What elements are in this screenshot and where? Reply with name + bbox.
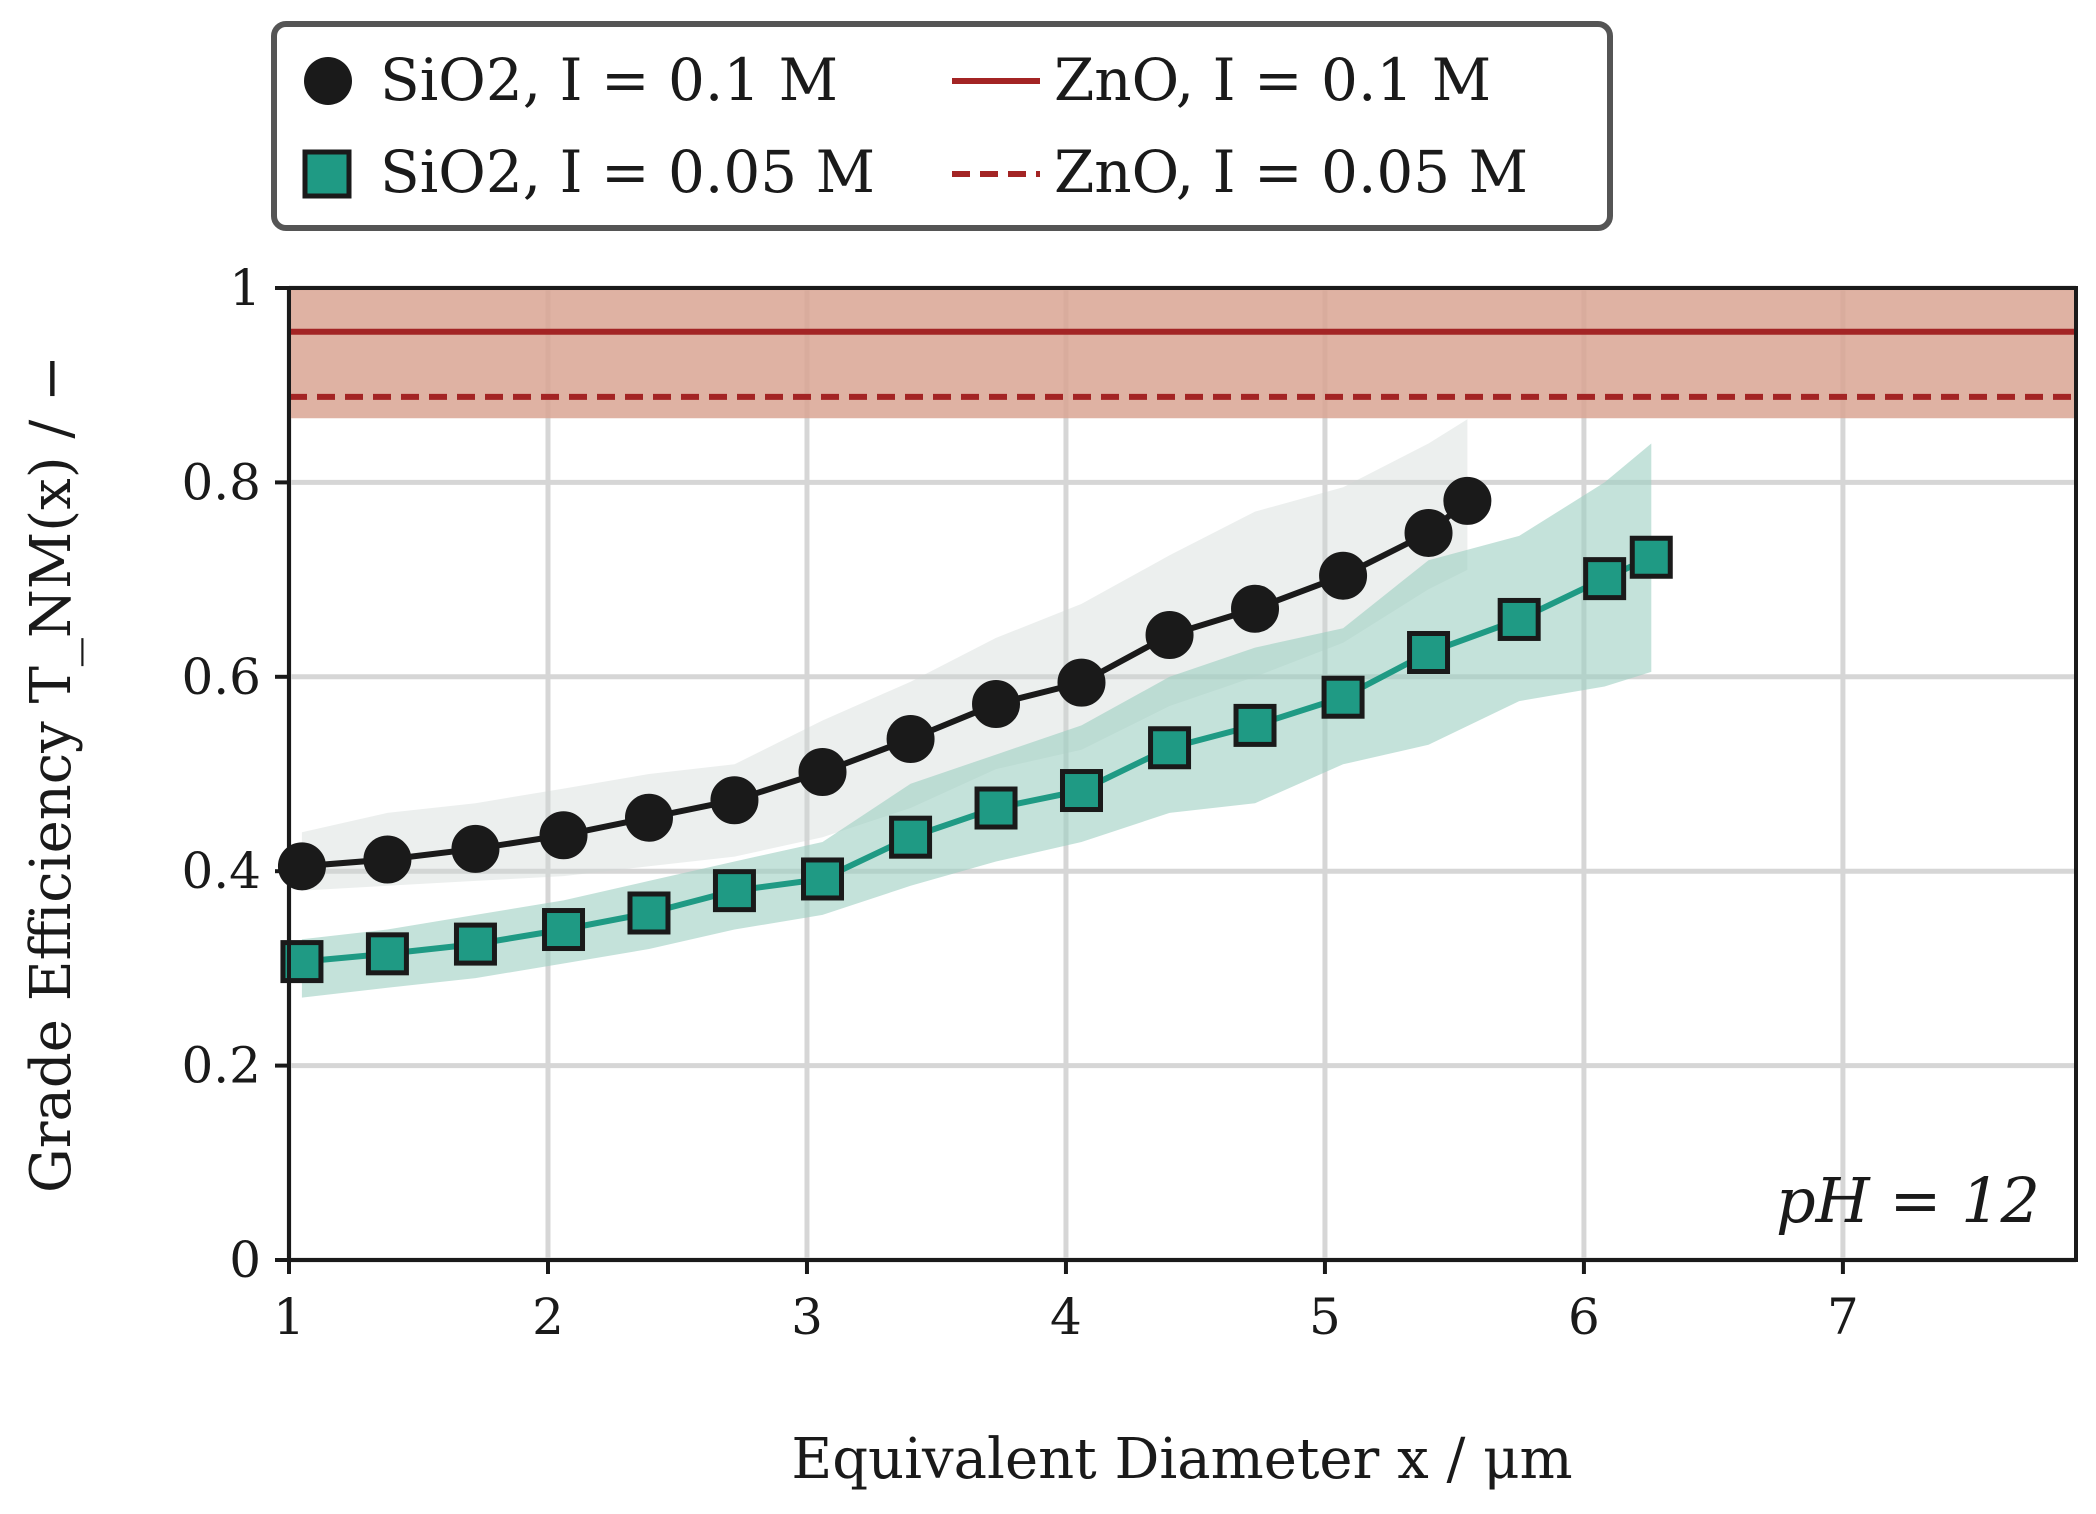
point-series-1-14 — [1497, 597, 1541, 641]
plot-area: 1 2 3 4 5 6 7 0 0.2 0.4 0.6 0.8 1 — [181, 259, 2078, 1346]
point-series-0-6 — [798, 748, 847, 797]
x-tick-label-6: 6 — [1568, 1288, 1600, 1346]
x-tick-label-7: 7 — [1827, 1288, 1859, 1346]
zno-lines — [289, 328, 2076, 400]
ph-annotation: pH = 12 — [1776, 1164, 2040, 1237]
point-series-0-1 — [363, 835, 412, 884]
point-series-1-3 — [542, 908, 586, 952]
point-series-1-6 — [801, 857, 845, 901]
point-series-0-14 — [1443, 476, 1492, 525]
point-series-0-2 — [451, 824, 500, 873]
point-series-1-13 — [1407, 631, 1451, 674]
legend-label-sio2-005: SiO2, I = 0.05 M — [380, 138, 875, 206]
point-series-0-5 — [710, 776, 759, 825]
plot-frame — [287, 286, 2078, 1262]
axis-ticks: 1 2 3 4 5 6 7 0 0.2 0.4 0.6 0.8 1 — [181, 259, 1858, 1346]
point-series-1-4 — [627, 891, 671, 935]
point-series-0-9 — [1057, 658, 1106, 707]
legend-marker-sio2-005 — [302, 149, 352, 199]
point-series-0-0 — [277, 842, 326, 891]
point-series-1-1 — [365, 932, 409, 976]
x-tick-label-2: 2 — [532, 1288, 564, 1346]
point-series-0-8 — [972, 680, 1021, 729]
point-series-0-4 — [624, 793, 673, 842]
point-series-0-7 — [886, 715, 935, 764]
point-series-1-11 — [1233, 703, 1277, 747]
y-tick-label-0.8: 0.8 — [181, 453, 261, 511]
x-tick-label-4: 4 — [1050, 1288, 1082, 1346]
point-series-1-8 — [974, 786, 1018, 830]
y-axis-title: Grade Efficiency T_NM(x) / − — [19, 355, 84, 1193]
legend-label-zno-005: ZnO, I = 0.05 M — [1054, 138, 1528, 206]
legend-marker-sio2-01 — [304, 57, 352, 105]
point-series-1-16 — [1629, 535, 1673, 579]
x-tick-label-5: 5 — [1309, 1288, 1341, 1346]
x-tick-label-3: 3 — [791, 1288, 823, 1346]
point-series-1-2 — [453, 922, 497, 966]
y-tick-label-0.4: 0.4 — [181, 842, 261, 900]
y-tick-label-0: 0 — [229, 1231, 261, 1289]
point-series-0-3 — [539, 811, 588, 860]
legend-label-zno-01: ZnO, I = 0.1 M — [1054, 46, 1491, 114]
point-series-1-12 — [1321, 675, 1365, 719]
point-series-1-10 — [1148, 726, 1192, 770]
point-series-0-12 — [1319, 551, 1368, 600]
legend-label-sio2-01: SiO2, I = 0.1 M — [380, 46, 838, 114]
y-tick-label-0.6: 0.6 — [181, 648, 261, 706]
point-series-1-5 — [712, 869, 756, 913]
point-series-1-7 — [889, 815, 933, 859]
x-tick-label-1: 1 — [273, 1288, 305, 1346]
point-series-1-15 — [1583, 557, 1627, 601]
x-axis-title: Equivalent Diameter x / μm — [791, 1427, 1572, 1492]
y-tick-label-1: 1 — [229, 259, 261, 317]
point-series-0-13 — [1404, 508, 1453, 557]
legend: SiO2, I = 0.1 M SiO2, I = 0.05 M ZnO, I … — [271, 21, 1613, 231]
y-tick-label-0.2: 0.2 — [181, 1037, 261, 1095]
point-series-0-11 — [1231, 584, 1280, 633]
point-series-0-10 — [1145, 611, 1194, 660]
point-series-1-9 — [1059, 769, 1103, 813]
band-series-1 — [301, 443, 1652, 998]
legend-frame — [271, 21, 1613, 231]
